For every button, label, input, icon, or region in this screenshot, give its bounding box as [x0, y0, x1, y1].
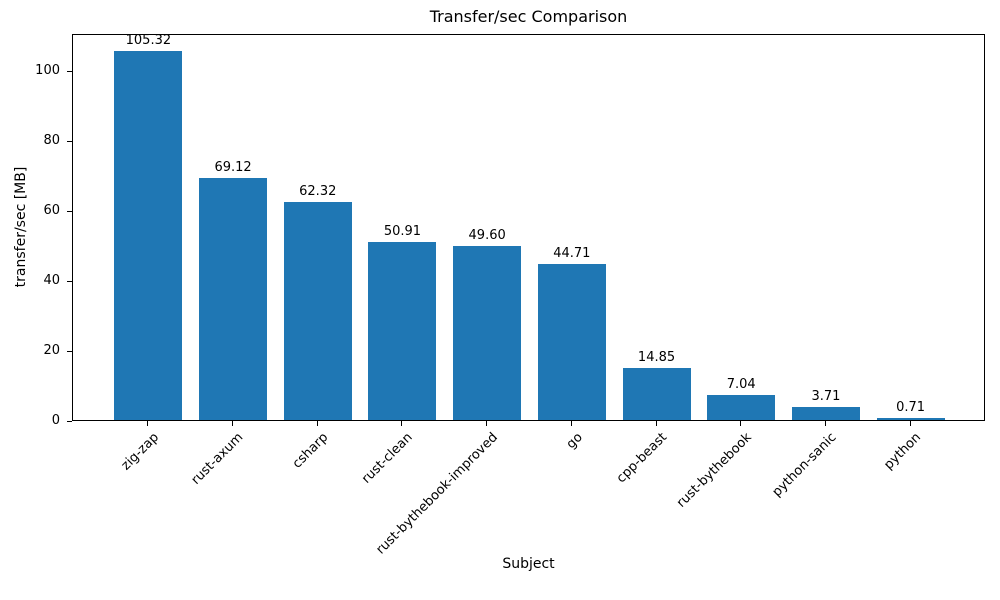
y-tick-mark — [67, 141, 72, 143]
bar-value-label: 7.04 — [726, 377, 756, 393]
bar — [707, 395, 776, 420]
x-tick-mark — [570, 421, 572, 426]
x-tick-label: go — [563, 430, 586, 453]
x-tick-label: zig-zap — [118, 430, 162, 474]
bar-value-label: 105.32 — [125, 33, 172, 49]
x-tick-mark — [232, 421, 234, 426]
x-tick-mark — [316, 421, 318, 426]
bar-value-label: 14.85 — [637, 350, 676, 366]
y-tick-label: 40 — [43, 273, 60, 289]
bar — [537, 263, 606, 420]
x-tick-mark — [401, 421, 403, 426]
x-tick-mark — [909, 421, 911, 426]
y-tick-mark — [67, 211, 72, 213]
y-tick-label: 60 — [43, 203, 60, 219]
bar-value-label: 44.71 — [553, 245, 591, 261]
x-tick-label: rust-bythebook — [674, 430, 755, 511]
x-tick-mark — [486, 421, 488, 426]
x-tick-label: rust-axum — [188, 430, 247, 488]
y-tick-label: 100 — [35, 63, 60, 79]
bar-value-label: 69.12 — [214, 160, 252, 176]
x-tick-label: cpp-beast — [613, 430, 671, 487]
y-tick-mark — [67, 281, 72, 283]
x-tick-mark — [147, 421, 149, 426]
bar — [876, 417, 945, 420]
x-tick-label: python — [881, 430, 925, 473]
bar — [199, 178, 268, 420]
chart-title: Transfer/sec Comparison — [429, 7, 628, 26]
bar — [791, 407, 860, 420]
y-tick-mark — [67, 421, 72, 422]
y-tick-label: 0 — [51, 413, 60, 428]
y-axis-label: transfer/sec [MB] — [13, 166, 29, 288]
bar — [453, 246, 522, 420]
bar-value-label: 62.32 — [299, 183, 337, 199]
x-tick-label: rust-clean — [359, 430, 417, 487]
plot-area: 105.32 69.12 62.32 50.91 49.60 44.71 14.85 7.04… — [72, 33, 985, 421]
bar — [622, 368, 691, 420]
x-tick-mark — [824, 421, 826, 426]
x-tick-mark — [655, 421, 657, 426]
x-tick-mark — [740, 421, 742, 426]
y-tick-label: 80 — [43, 133, 60, 149]
y-tick-mark — [67, 71, 72, 73]
x-tick-label: csharp — [289, 430, 332, 472]
bar — [114, 51, 183, 420]
bar — [283, 201, 352, 420]
y-tick-label: 20 — [43, 343, 60, 358]
y-tick-mark — [67, 351, 72, 352]
bar-value-label: 49.60 — [468, 228, 506, 244]
x-axis-label: Subject — [502, 556, 555, 572]
bar-value-label: 50.91 — [383, 223, 422, 239]
bar-value-label: 0.71 — [896, 399, 926, 415]
x-tick-label: python-sanic — [769, 430, 840, 500]
bar — [368, 241, 437, 420]
bar-value-label: 3.71 — [811, 389, 841, 405]
